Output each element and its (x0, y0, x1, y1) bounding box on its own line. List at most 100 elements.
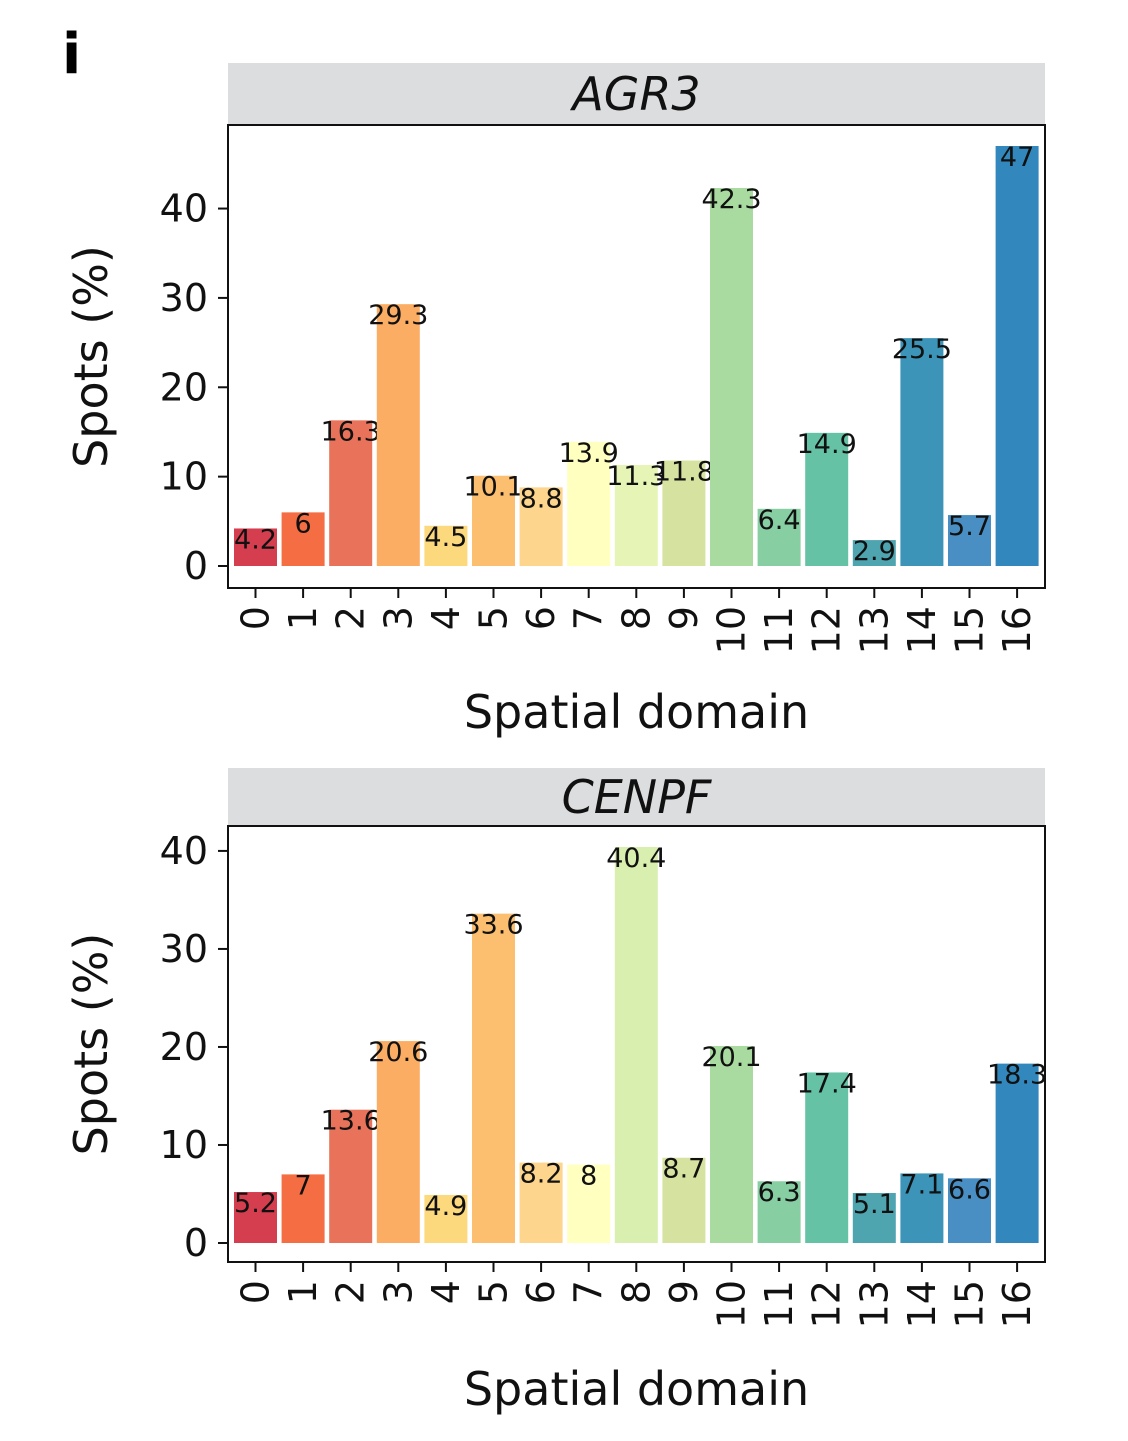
chart-2-bar-label-14: 7.1 (900, 1169, 943, 1200)
chart-2-bar-9 (662, 1157, 706, 1243)
chart-1-xtick-label-3: 3 (376, 606, 420, 630)
chart-2-xtick-label-1: 1 (281, 1280, 325, 1304)
chart-2-xtick-label-13: 13 (852, 1280, 896, 1328)
chart-2-ytick-label-40: 40 (160, 829, 208, 873)
chart-1-xtick-label-15: 15 (948, 606, 992, 654)
chart-1-bar-label-2: 16.3 (321, 416, 381, 447)
chart-2-xtick-label-5: 5 (472, 1280, 516, 1304)
chart-1-bar-label-16: 47 (1000, 142, 1034, 173)
chart-2-bar-15 (948, 1178, 991, 1243)
chart-2-ytick-label-20: 20 (160, 1025, 208, 1069)
chart-2-bar-label-10: 20.1 (701, 1042, 761, 1073)
chart-2-xtick-label-4: 4 (424, 1280, 468, 1304)
chart-2-bar-5 (472, 913, 515, 1243)
chart-2-bar-label-11: 6.3 (758, 1177, 801, 1208)
chart-1-bar-15 (948, 515, 991, 566)
chart-2-bar-label-6: 8.2 (520, 1159, 563, 1190)
chart-1-bar-label-0: 4.2 (234, 524, 277, 555)
chart-2-bar-label-15: 6.6 (948, 1174, 991, 1205)
chart-2-bar-label-5: 33.6 (463, 910, 523, 941)
chart-1-bar-label-8: 11.3 (606, 461, 666, 492)
chart-2-ytick-label-0: 0 (184, 1221, 208, 1265)
chart-1-bar-10 (710, 188, 753, 566)
chart-1-bar-label-10: 42.3 (701, 184, 761, 215)
chart-2-ytick-label-30: 30 (160, 927, 208, 971)
chart-1-xtick-label-10: 10 (710, 606, 754, 654)
chart-2-xtick-label-16: 16 (995, 1280, 1039, 1328)
chart-2-bar-label-1: 7 (295, 1170, 312, 1201)
chart-1-bar-3 (376, 304, 420, 566)
chart-2-bar-label-16: 18.3 (987, 1060, 1047, 1091)
chart-1-bar-4 (424, 525, 468, 566)
chart-2-xtick-label-9: 9 (662, 1280, 706, 1304)
chart-1-ytick-label-40: 40 (160, 187, 208, 231)
chart-2-xtick-label-12: 12 (805, 1280, 849, 1328)
chart-1-xtick-label-12: 12 (805, 606, 849, 654)
chart-2-x-axis-title: Spatial domain (464, 1362, 809, 1416)
chart-2-title-strip (228, 768, 1045, 826)
chart-1-bar-label-9: 11.8 (654, 457, 714, 488)
chart-1-xtick-label-8: 8 (614, 606, 658, 630)
chart-2-bar-label-3: 20.6 (368, 1037, 428, 1068)
chart-1-ytick-label-30: 30 (160, 276, 208, 320)
chart-1-xtick-label-4: 4 (424, 606, 468, 630)
chart-2-bar-label-0: 5.2 (234, 1188, 277, 1219)
chart-1-bar-label-15: 5.7 (948, 511, 991, 542)
chart-2-bar-label-4: 4.9 (424, 1191, 467, 1222)
chart-1-ytick-label-10: 10 (160, 455, 208, 499)
chart-2-bar-label-12: 17.4 (797, 1068, 857, 1099)
chart-1-bar-label-5: 10.1 (463, 472, 523, 503)
chart-1-xtick-label-0: 0 (234, 606, 278, 630)
chart-2-bar-8 (614, 847, 658, 1243)
chart-1-bar-8 (614, 465, 658, 566)
chart-2-bar-label-9: 8.7 (662, 1154, 705, 1185)
chart-1-title: AGR3 (569, 67, 700, 121)
chart-2-xtick-label-2: 2 (329, 1280, 373, 1304)
chart-1-bar-14 (900, 338, 944, 566)
chart-1-bar-label-11: 6.4 (758, 505, 801, 536)
chart-2-bar-0 (234, 1192, 277, 1243)
chart-2-xtick-label-15: 15 (948, 1280, 992, 1328)
chart-1-xtick-label-13: 13 (852, 606, 896, 654)
agr3-chart-panel: AGR34.2616.329.34.510.18.813.911.311.842… (64, 63, 1046, 739)
chart-1-bar-9 (662, 460, 706, 566)
chart-1-bar-label-7: 13.9 (559, 438, 619, 469)
chart-1-bar-12 (805, 432, 849, 566)
chart-1-xtick-label-5: 5 (472, 606, 516, 630)
chart-2-bar-16 (995, 1063, 1039, 1243)
chart-1-xtick-label-7: 7 (567, 606, 611, 630)
chart-2-bar-label-7: 8 (580, 1161, 597, 1192)
chart-2-xtick-label-0: 0 (234, 1280, 278, 1304)
chart-1-xtick-label-16: 16 (995, 606, 1039, 654)
chart-1-bar-label-6: 8.8 (520, 483, 563, 514)
chart-1-ytick-label-20: 20 (160, 365, 208, 409)
chart-2-xtick-label-11: 11 (757, 1280, 801, 1328)
chart-1-bar-11 (757, 508, 801, 566)
chart-2-bar-14 (900, 1173, 944, 1243)
chart-1-xtick-label-14: 14 (900, 606, 944, 654)
chart-2-bar-4 (424, 1194, 468, 1243)
chart-2-xtick-label-10: 10 (710, 1280, 754, 1328)
chart-1-bar-1 (281, 512, 325, 566)
chart-1-xtick-label-1: 1 (281, 606, 325, 630)
chart-2-xtick-label-14: 14 (900, 1280, 944, 1328)
chart-2-title: CENPF (562, 770, 712, 824)
chart-2-bar-3 (376, 1041, 420, 1243)
chart-1-bar-label-12: 14.9 (797, 429, 857, 460)
chart-2-y-axis-title: Spots (%) (64, 933, 118, 1156)
chart-1-bar-0 (234, 528, 277, 566)
chart-1-bar-5 (472, 475, 515, 566)
chart-2-bar-label-8: 40.4 (606, 843, 666, 874)
chart-1-xtick-label-6: 6 (519, 606, 563, 630)
chart-2-bar-11 (757, 1181, 801, 1243)
panel-letter: i (62, 22, 81, 87)
chart-2-bar-7 (567, 1164, 611, 1243)
chart-1-xtick-label-11: 11 (757, 606, 801, 654)
chart-2-bar-1 (281, 1174, 325, 1243)
chart-2-bar-label-2: 13.6 (321, 1106, 381, 1137)
chart-2-bar-2 (329, 1109, 373, 1243)
chart-1-title-strip (228, 63, 1045, 125)
chart-1-ytick-label-0: 0 (184, 544, 208, 588)
chart-1-bar-6 (519, 487, 563, 566)
chart-1-bar-label-14: 25.5 (892, 334, 952, 365)
